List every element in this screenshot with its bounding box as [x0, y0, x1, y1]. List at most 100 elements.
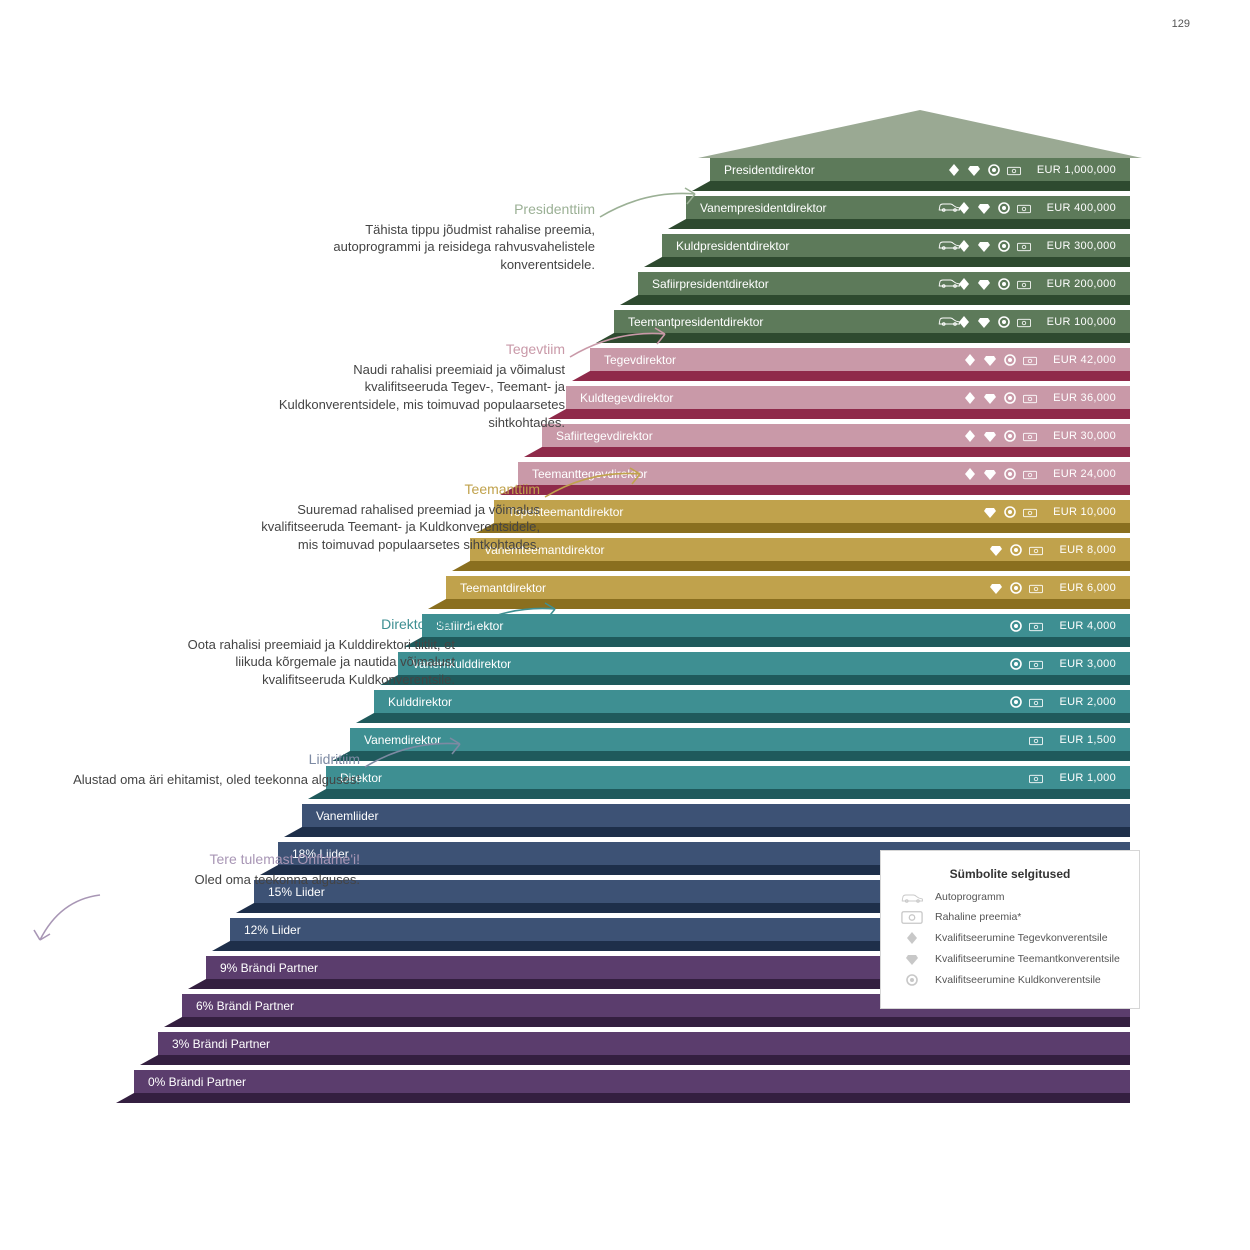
team-description: LiidritiimAlustad oma äri ehitamist, ole…	[70, 750, 360, 788]
diamond-icon	[963, 429, 977, 443]
page-number: 129	[1172, 18, 1190, 30]
circle-icon	[997, 239, 1011, 253]
step-riser	[470, 561, 1130, 571]
step-label: 9% Brändi Partner	[220, 961, 318, 975]
cash-icon	[1029, 582, 1043, 596]
circle-icon	[1009, 619, 1023, 633]
diamond-icon	[957, 277, 971, 291]
legend-title: Sümbolite selgitused	[899, 867, 1121, 881]
career-step: VanemteemantdirektorEUR 8,000	[470, 538, 1130, 570]
career-step: TegevdirektorEUR 42,000	[590, 348, 1130, 380]
career-step: Vanemliider	[302, 804, 1130, 836]
circle-icon	[997, 277, 1011, 291]
gem-icon	[983, 391, 997, 405]
step-riser	[518, 485, 1130, 495]
career-step: KuldtegevdirektorEUR 36,000	[566, 386, 1130, 418]
diamond-icon	[947, 163, 961, 177]
step-amount: EUR 400,000	[1047, 202, 1116, 214]
car-icon	[900, 892, 924, 904]
circle-icon	[905, 973, 919, 987]
step-label: Kulddirektor	[388, 695, 452, 709]
step-label: Vanemliider	[316, 809, 378, 823]
step-riser	[326, 789, 1130, 799]
step-icons	[653, 429, 1053, 443]
gem-icon	[983, 353, 997, 367]
step-riser	[134, 1093, 1130, 1103]
career-step: VanempresidentdirektorEUR 400,000	[686, 196, 1130, 228]
team-description: Tere tulemast Oriflame'i!Oled oma teekon…	[70, 850, 360, 888]
legend-row: Kvalifitseerumine Kuldkonverentsile	[899, 973, 1121, 987]
cash-icon	[1029, 658, 1043, 672]
step-riser	[566, 409, 1130, 419]
legend-row: Rahaline preemia*	[899, 911, 1121, 924]
cash-icon	[1017, 240, 1031, 254]
team-description: PresidenttiimTähista tippu jõudmist raha…	[305, 200, 595, 274]
step-label: Safiirpresidentdirektor	[652, 277, 769, 291]
cash-icon	[1017, 202, 1031, 216]
legend-icon	[899, 952, 925, 966]
career-step: VanemkulddirektorEUR 3,000	[398, 652, 1130, 684]
team-body: Tähista tippu jõudmist rahalise preemia,…	[305, 221, 595, 274]
gem-icon	[977, 201, 991, 215]
gem-icon	[989, 543, 1003, 557]
step-riser	[638, 295, 1130, 305]
team-title: Tere tulemast Oriflame'i!	[70, 850, 360, 869]
step-amount: EUR 100,000	[1047, 316, 1116, 328]
career-step: TeemantpresidentdirektorEUR 100,000	[614, 310, 1130, 342]
step-amount: EUR 10,000	[1053, 506, 1116, 518]
gem-icon	[905, 952, 919, 966]
cash-icon	[1029, 544, 1043, 558]
circle-icon	[1003, 429, 1017, 443]
legend-row: Kvalifitseerumine Teemantkonverentsile	[899, 952, 1121, 966]
step-icons	[452, 695, 1059, 709]
legend-icon	[899, 931, 925, 945]
legend-text: Autoprogramm	[935, 891, 1004, 904]
gem-icon	[977, 315, 991, 329]
step-icons	[815, 163, 1037, 177]
step-icons	[503, 619, 1059, 633]
career-step: PresidentdirektorEUR 1,000,000	[710, 158, 1130, 190]
team-description: TegevtiimNaudi rahalisi preemiaid ja või…	[275, 340, 565, 431]
team-body: Suuremad rahalised preemiad ja võimalus …	[250, 501, 540, 554]
gem-icon	[989, 581, 1003, 595]
step-label: 6% Brändi Partner	[196, 999, 294, 1013]
circle-icon	[1009, 543, 1023, 557]
career-step: KuldpresidentdirektorEUR 300,000	[662, 234, 1130, 266]
cash-icon	[1023, 506, 1037, 520]
cash-icon	[1023, 468, 1037, 482]
legend-text: Rahaline preemia*	[935, 911, 1021, 924]
step-label: Safiirtegevdirektor	[556, 429, 653, 443]
step-amount: EUR 200,000	[1047, 278, 1116, 290]
diamond-icon	[963, 353, 977, 367]
legend-icon	[899, 973, 925, 987]
career-step: 3% Brändi Partner	[158, 1032, 1130, 1064]
step-icons	[546, 581, 1059, 595]
step-amount: EUR 4,000	[1059, 620, 1116, 632]
step-amount: EUR 1,500	[1059, 734, 1116, 746]
step-riser	[374, 713, 1130, 723]
step-icons	[605, 543, 1060, 557]
diamond-icon	[963, 391, 977, 405]
step-icons	[382, 772, 1059, 784]
cash-icon	[1017, 278, 1031, 292]
step-label: Teemanttegevdirektor	[532, 467, 647, 481]
step-riser	[446, 599, 1130, 609]
step-amount: EUR 2,000	[1059, 696, 1116, 708]
circle-icon	[987, 163, 1001, 177]
step-icons	[441, 734, 1059, 746]
step-label: Kuldpresidentdirektor	[676, 239, 789, 253]
step-riser	[398, 675, 1130, 685]
diamond-icon	[963, 467, 977, 481]
step-riser	[710, 181, 1130, 191]
step-amount: EUR 30,000	[1053, 430, 1116, 442]
step-icons	[789, 239, 1046, 253]
team-title: Direktoritiim	[165, 615, 455, 634]
step-riser	[422, 637, 1130, 647]
gem-icon	[977, 239, 991, 253]
step-riser	[182, 1017, 1130, 1027]
cash-icon	[1023, 354, 1037, 368]
step-label: Teemantdirektor	[460, 581, 546, 595]
step-icons	[623, 505, 1053, 519]
step-amount: EUR 24,000	[1053, 468, 1116, 480]
career-step: SafiirdirektorEUR 4,000	[422, 614, 1130, 646]
